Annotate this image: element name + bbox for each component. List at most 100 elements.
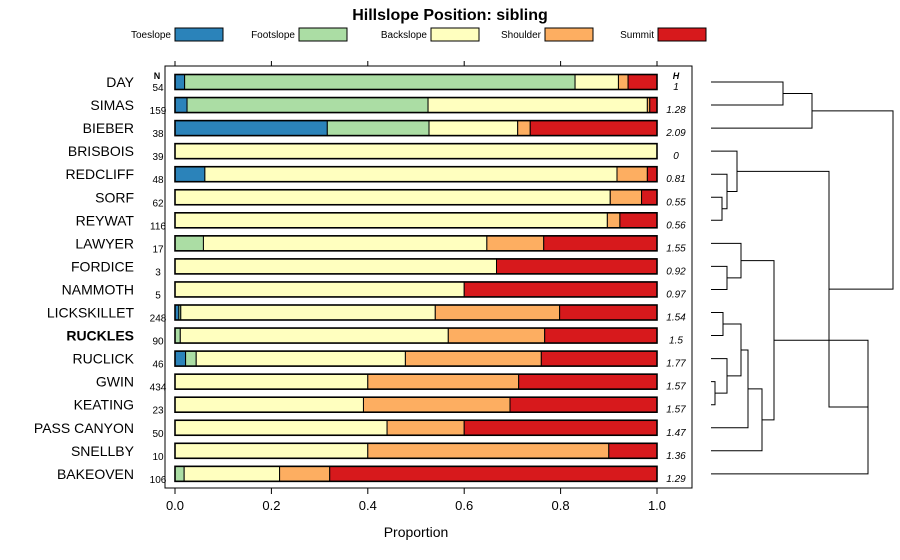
bar-segment-reywat-shoulder (606, 212, 621, 229)
bar-segment-ruckles-shoulder (447, 327, 546, 344)
bar-outline-snellby (174, 442, 658, 460)
bar-segment-ruclick-footslope (185, 350, 197, 367)
h-value-fordice: 0.92 (666, 266, 686, 277)
h-value-day: 1 (673, 82, 679, 93)
h-value-bieber: 2.09 (665, 128, 686, 139)
n-value-snellby: 10 (152, 452, 164, 463)
bars (174, 73, 658, 483)
dendro-link-lawyer-lick (741, 260, 775, 421)
bar-segment-ruclick-shoulder (404, 350, 542, 367)
row-label-gwin: GWIN (96, 374, 134, 390)
h-value-ruclick: 1.77 (666, 359, 686, 370)
bar-segment-ruclick-toeslope (174, 350, 187, 367)
bar-segment-lickskillet-shoulder (434, 304, 561, 321)
row-label-fordice: FORDICE (71, 258, 134, 274)
bar-segment-day-summit (627, 74, 658, 90)
bar-segment-simas-backslope (427, 97, 648, 114)
h-value-reywat: 0.56 (666, 220, 686, 231)
bar-segment-bieber-shoulder (517, 120, 531, 137)
bar-segment-redcliff-backslope (204, 166, 618, 183)
bar-segment-pass-canyon-summit (463, 419, 658, 436)
n-value-lawyer: 17 (152, 244, 164, 255)
bar-outline-fordice (174, 258, 658, 275)
h-value-pass-canyon: 1.47 (666, 428, 686, 439)
bar-segment-sorf-backslope (174, 189, 611, 206)
x-tick-label-0-2: 0.2 (262, 498, 280, 513)
n-value-day: 54 (152, 83, 164, 94)
bar-outline-pass-canyon (174, 419, 658, 437)
bar-segment-redcliff-shoulder (616, 166, 648, 183)
bar-segment-bakeoven-backslope (183, 465, 281, 482)
bar-outline-lickskillet (174, 304, 658, 321)
bar-outline-bakeoven (174, 465, 658, 483)
legend-swatch-backslope (430, 27, 480, 42)
row-label-ruclick: RUCLICK (73, 351, 135, 367)
row-label-pass-canyon: PASS CANYON (34, 420, 134, 436)
row-label-lickskillet: LICKSKILLET (47, 305, 135, 321)
legend-label-backslope: Backslope (381, 30, 428, 41)
bar-segment-keating-summit (509, 396, 658, 413)
bar-segment-lickskillet-summit (559, 304, 658, 321)
dendro-link-root (812, 110, 894, 290)
legend-label-shoulder: Shoulder (501, 30, 542, 41)
chart-title: Hillslope Position: sibling (352, 7, 548, 24)
n-value-bieber: 38 (152, 129, 164, 140)
h-value-nammoth: 0.97 (666, 289, 686, 300)
bar-segment-nammoth-backslope (174, 281, 465, 298)
legend-swatch-toeslope (174, 27, 224, 42)
bar-segment-reywat-backslope (174, 212, 608, 229)
n-value-redcliff: 48 (152, 175, 164, 186)
h-value-lawyer: 1.55 (666, 243, 686, 254)
bar-segment-fordice-backslope (174, 258, 497, 275)
dendro-link-lick-ruclick (723, 323, 742, 377)
bar-segment-ruckles-summit (544, 327, 658, 344)
bar-segment-snellby-shoulder (367, 442, 610, 459)
legend-swatch-summit (657, 27, 707, 42)
bar-segment-bieber-toeslope (174, 120, 328, 137)
bar-segment-day-toeslope (174, 74, 186, 90)
row-label-bakeoven: BAKEOVEN (57, 466, 134, 482)
dendro-link-sorf-reywat (711, 196, 723, 221)
plot-frame (164, 65, 693, 489)
bar-outline-day (174, 73, 658, 91)
row-label-sorf: SORF (95, 189, 134, 205)
h-value-ruckles: 1.5 (669, 336, 683, 347)
x-tick-label-0-4: 0.4 (359, 498, 377, 513)
legend: Toeslope Footslope Backslope Shoulder Summit (131, 27, 707, 42)
row-labels: DAY SIMAS BIEBER BRISBOIS REDCLIFF SORF REYWAT… (34, 74, 135, 482)
bar-outline-reywat (174, 212, 658, 229)
legend-label-footslope: Footslope (251, 30, 295, 41)
bar-outline-gwin (174, 373, 658, 390)
bar-segment-ruclick-backslope (195, 350, 406, 367)
n-value-pass-canyon: 50 (152, 429, 164, 440)
dendro-link-fordice-nammoth (711, 265, 728, 290)
bar-outline-brisbois (174, 142, 658, 160)
dendro-link-day-simas (711, 81, 784, 106)
bar-segment-reywat-summit (619, 212, 658, 229)
bar-segment-gwin-backslope (174, 373, 369, 390)
legend-swatch-shoulder (544, 27, 594, 42)
bar-segment-bieber-summit (529, 120, 658, 137)
x-tick-label-0-8: 0.8 (552, 498, 570, 513)
bar-segment-nammoth-summit (463, 281, 658, 298)
bar-segment-day-footslope (184, 74, 576, 90)
bar-segment-simas-toeslope (174, 97, 188, 114)
bar-segment-lawyer-summit (543, 235, 658, 252)
n-values: 54 159 38 39 48 62 116 17 3 5 248 90 46 434 23 50 10 106 (150, 83, 167, 486)
x-tick-label-0-6: 0.6 (455, 498, 473, 513)
bar-segment-sorf-summit (641, 189, 658, 206)
bar-segment-day-backslope (574, 74, 619, 90)
h-value-keating: 1.57 (666, 405, 686, 416)
bar-outline-sorf (174, 188, 658, 206)
h-value-gwin: 1.57 (666, 382, 686, 393)
bar-segment-simas-summit (649, 97, 658, 114)
dendro-link-snellby (711, 388, 763, 452)
bar-segment-redcliff-summit (646, 166, 658, 183)
dendro-link-brisbois (711, 150, 738, 192)
n-value-lickskillet: 248 (150, 314, 167, 325)
h-column-header: H (673, 71, 680, 81)
bar-segment-gwin-summit (518, 373, 658, 390)
legend-label-toeslope: Toeslope (131, 30, 171, 41)
h-value-brisbois: 0 (673, 151, 679, 162)
